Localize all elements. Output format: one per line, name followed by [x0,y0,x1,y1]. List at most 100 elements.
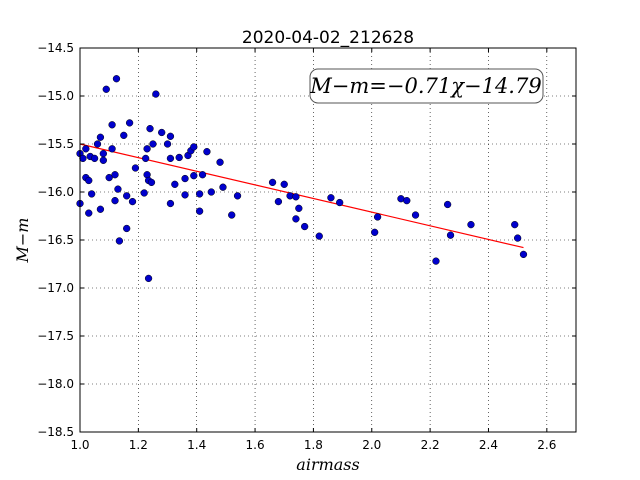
data-point [207,188,215,196]
data-point [96,205,105,213]
data-point [166,154,175,163]
data-point [123,224,131,233]
chart-title: 2020-04-02_212628 [242,28,414,48]
data-point [195,207,204,215]
y-tick-label: −17.5 [37,329,74,343]
data-point [432,257,440,265]
x-tick-label: 2.4 [479,438,498,452]
data-point [198,171,207,179]
y-tick-label: −14.5 [37,41,74,55]
data-point [93,140,102,148]
data-point [108,121,116,129]
data-point [315,232,323,240]
y-axis-label: M−m [13,218,32,264]
data-point [111,196,119,205]
data-point [195,190,204,198]
data-point [233,192,242,200]
data-point [105,173,113,182]
data-point [120,131,128,140]
data-point [96,133,105,141]
data-point [149,140,157,148]
data-point [166,199,175,208]
data-point [228,211,236,219]
data-point [140,189,148,197]
data-point [141,154,150,163]
x-tick-label: 1.8 [304,438,323,452]
data-point [371,228,379,236]
data-point [152,90,160,98]
y-tick-label: −15.5 [37,137,74,151]
x-axis-label: airmass [296,455,359,474]
data-point [115,237,124,245]
data-point [131,164,140,172]
y-tick-labels: −14.5 −15.0 −15.5 −16.0 −16.5 −17.0 −17.5 −18.0… [37,41,74,439]
fit-line-layer [79,143,524,249]
data-point [146,124,154,133]
data-point [403,196,411,205]
data-point [108,145,116,153]
data-point [99,156,107,164]
y-tick-label: −18.0 [37,377,74,391]
data-point [181,191,189,199]
data-point [511,220,519,229]
x-tick-labels: 1.0 1.2 1.4 1.6 1.8 2.0 2.2 2.4 2.6 [70,438,556,452]
data-point [102,85,110,93]
fit-line [79,143,524,249]
axis-ticks [79,47,576,433]
data-point [171,180,179,188]
data-point [190,172,198,180]
data-point [88,190,96,198]
annotation-text: M−m=−0.71χ−14.79 [309,74,541,98]
data-point [336,198,344,207]
y-tick-label: −17.0 [37,281,74,295]
x-tick-label: 2.6 [537,438,556,452]
data-point [112,75,121,83]
data-point [143,145,151,153]
data-point [111,171,119,179]
data-point [114,185,122,193]
data-point [373,213,382,221]
y-tick-label: −15.0 [37,89,74,103]
data-point [513,234,522,242]
x-tick-label: 2.0 [362,438,381,452]
data-point [274,197,283,206]
data-point [327,194,335,202]
data-point [128,197,137,206]
y-tick-label: −18.5 [37,425,74,439]
data-point [125,119,134,127]
data-point [99,149,107,158]
data-point [301,222,309,231]
data-point [85,209,93,217]
data-point [467,220,475,229]
data-point [158,128,166,137]
y-tick-label: −16.5 [37,233,74,247]
data-point [216,158,224,166]
data-point [85,176,93,185]
data-point [292,193,300,201]
x-tick-label: 1.6 [246,438,265,452]
annotation-box [309,68,544,104]
data-point [123,192,131,200]
data-point [190,143,198,151]
data-point [219,183,227,191]
data-point [163,140,172,148]
y-tick-label: −16.0 [37,185,74,199]
fit-equation-annotation: M−m=−0.71χ−14.79 [309,68,544,104]
data-point [280,180,288,188]
x-tick-label: 1.2 [129,438,148,452]
data-point [147,178,156,187]
data-points [76,75,528,283]
data-point [519,250,528,259]
x-tick-label: 2.2 [421,438,440,452]
data-point [181,174,189,183]
data-point [292,215,300,223]
data-point [411,211,420,219]
data-point [175,153,183,162]
data-point [446,231,455,239]
data-point [268,178,277,187]
x-tick-label: 1.0 [70,438,89,452]
data-point [203,148,211,156]
data-point [295,204,303,212]
data-point [166,132,175,140]
